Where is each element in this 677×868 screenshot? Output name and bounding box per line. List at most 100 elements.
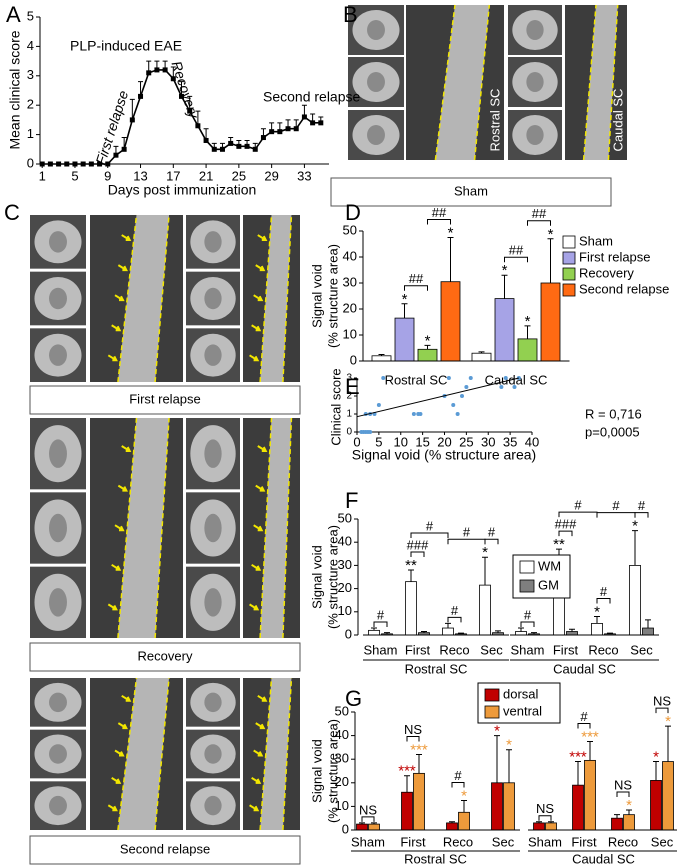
data-point [88, 161, 94, 167]
group-label: Rostral SC [385, 372, 448, 387]
legend-label: ventral [503, 703, 542, 718]
significance-mark: * [425, 332, 431, 349]
mri-axial-image [30, 781, 86, 830]
data-point [203, 137, 209, 143]
data-point [418, 412, 423, 416]
comparison-label: # [451, 603, 459, 618]
y-tick-label: 1 [346, 409, 352, 420]
y-axis-label: (% structure area) [325, 244, 340, 348]
x-tick-label: 25 [232, 168, 246, 183]
x-tick-label: 5 [375, 434, 382, 449]
spinal-cord [117, 418, 170, 638]
error-bar [645, 619, 651, 629]
x-tick-label: Sec [651, 834, 674, 849]
error-bar [607, 632, 613, 634]
data-point [269, 129, 275, 135]
bar [503, 782, 515, 831]
significance-mark: ** [405, 557, 417, 574]
annotation: R = 0,716 [585, 406, 642, 421]
bar [533, 822, 545, 831]
lesion-arrow [255, 264, 266, 272]
image-caption: Second relapse [120, 841, 210, 856]
error-bar [614, 814, 620, 819]
cord-outline [607, 4, 619, 161]
x-tick-label: 1 [39, 168, 46, 183]
bar [458, 811, 470, 831]
y-tick-label: 0 [345, 626, 352, 641]
bar [566, 631, 578, 636]
annotation: Recovery [168, 59, 202, 121]
error-bar [632, 530, 638, 566]
lesion-arrow [121, 234, 132, 242]
mri-axial-image [30, 729, 86, 779]
legend-label: Recovery [579, 265, 634, 280]
error-bar [478, 351, 485, 354]
error-bar [384, 632, 390, 634]
comparison-bracket [538, 815, 552, 821]
comparison-label: # [638, 498, 646, 513]
legend-label: GM [538, 577, 559, 592]
data-point [170, 76, 176, 82]
image-caption: First relapse [129, 391, 201, 406]
mri-axial-image [30, 678, 86, 727]
mri-axial-image [348, 110, 404, 160]
bar [368, 823, 380, 831]
error-bar [548, 821, 554, 823]
legend-swatch [484, 688, 500, 702]
x-tick-label: 21 [199, 168, 213, 183]
y-axis-label: Clinical score [328, 368, 343, 445]
error-bar [424, 344, 431, 350]
annotation: First relapse [92, 88, 131, 166]
spinal-cord [260, 678, 292, 830]
mri-axial-image [508, 5, 562, 55]
grey-matter [49, 795, 67, 816]
x-axis-label: Signal void (% structure area) [352, 447, 536, 463]
lesion-arrow [253, 524, 264, 532]
data-point [72, 161, 78, 167]
bar [494, 298, 515, 362]
data-point [244, 143, 250, 149]
error-bar [461, 800, 467, 813]
comparison-bracket [616, 791, 630, 797]
spinal-cord [260, 215, 292, 382]
mri-axial-image [186, 678, 240, 727]
fit-line [356, 377, 519, 418]
comparison-label: # [612, 498, 620, 513]
bar [417, 348, 438, 362]
mri-sagittal-image [90, 417, 183, 639]
legend-swatch [562, 267, 576, 281]
data-point [455, 412, 460, 416]
comparison-label: ## [409, 271, 424, 286]
grey-matter [526, 20, 544, 40]
error-bar [501, 274, 508, 299]
y-tick-label: 10 [335, 798, 349, 813]
lesion-arrow [251, 563, 262, 571]
lesion-arrow [114, 294, 125, 302]
bar [545, 822, 557, 831]
group-label: Rostral SC [405, 661, 468, 676]
group-label: Caudal SC [485, 372, 548, 387]
mri-sagittal-image [243, 417, 300, 639]
y-tick-label: 30 [343, 274, 357, 289]
x-tick-label: Sec [480, 642, 503, 657]
spinal-cord [583, 5, 618, 160]
bar [442, 627, 454, 636]
error-bar [447, 237, 454, 282]
image-caption: Sham [454, 183, 488, 198]
data-point [236, 143, 242, 149]
comparison-bracket [404, 285, 428, 291]
data-point [285, 126, 291, 132]
caption-box [29, 642, 301, 672]
data-point [47, 161, 53, 167]
panel-letter: B [343, 2, 358, 27]
x-tick-label: 0 [353, 434, 360, 449]
significance-mark: *** [410, 741, 428, 758]
data-point [39, 161, 45, 167]
grey-matter [49, 744, 67, 764]
group-label: Caudal SC [572, 851, 635, 866]
significance-mark: * [632, 518, 638, 535]
mri-sagittal-image [565, 4, 627, 161]
data-point [252, 146, 258, 152]
mri-axial-image [30, 418, 86, 490]
cord-outline [117, 214, 138, 383]
